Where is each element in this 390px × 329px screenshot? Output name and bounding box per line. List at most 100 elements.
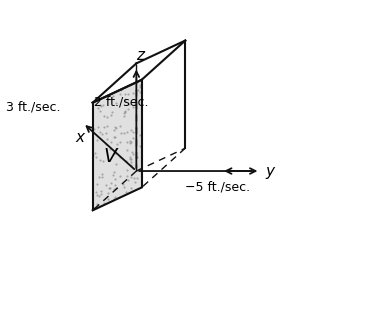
Point bbox=[121, 110, 127, 115]
Point bbox=[112, 176, 118, 181]
Point bbox=[131, 179, 138, 184]
Point bbox=[96, 105, 102, 111]
Point bbox=[97, 130, 103, 135]
Point bbox=[137, 89, 143, 94]
Point bbox=[113, 185, 119, 190]
Point bbox=[99, 172, 106, 177]
Point bbox=[110, 172, 116, 178]
Point bbox=[105, 190, 111, 196]
Point bbox=[112, 195, 118, 200]
Point bbox=[97, 157, 103, 162]
Point bbox=[125, 177, 131, 182]
Point bbox=[124, 167, 130, 172]
Point bbox=[108, 110, 115, 115]
Point bbox=[93, 154, 99, 160]
Point bbox=[105, 196, 111, 202]
Point bbox=[128, 185, 134, 190]
Text: 3 ft./sec.: 3 ft./sec. bbox=[6, 100, 60, 113]
Point bbox=[128, 159, 134, 164]
Point bbox=[130, 152, 136, 157]
Point bbox=[98, 191, 104, 196]
Point bbox=[137, 85, 144, 90]
Point bbox=[117, 155, 123, 160]
Point bbox=[134, 155, 140, 160]
Point bbox=[117, 92, 123, 97]
Point bbox=[108, 181, 114, 186]
Point bbox=[117, 124, 123, 129]
Point bbox=[137, 132, 144, 138]
Point bbox=[128, 156, 134, 162]
Text: x: x bbox=[75, 130, 84, 144]
Text: z: z bbox=[136, 48, 144, 63]
Point bbox=[107, 147, 113, 152]
Point bbox=[118, 130, 124, 136]
Point bbox=[122, 92, 128, 97]
Point bbox=[94, 201, 101, 206]
Point bbox=[104, 114, 110, 119]
Point bbox=[94, 192, 100, 198]
Point bbox=[133, 126, 140, 131]
Point bbox=[111, 186, 117, 191]
Point bbox=[101, 200, 107, 205]
Point bbox=[128, 162, 134, 167]
Point bbox=[110, 94, 116, 99]
Point bbox=[124, 174, 130, 179]
Point bbox=[111, 196, 117, 201]
Point bbox=[122, 96, 129, 102]
Point bbox=[122, 110, 129, 115]
Point bbox=[123, 190, 129, 195]
Point bbox=[112, 150, 118, 156]
Point bbox=[134, 176, 140, 181]
Polygon shape bbox=[93, 80, 142, 210]
Point bbox=[99, 174, 105, 180]
Point bbox=[96, 174, 102, 180]
Point bbox=[128, 127, 134, 132]
Point bbox=[117, 139, 124, 144]
Point bbox=[127, 140, 133, 145]
Point bbox=[128, 174, 134, 179]
Point bbox=[112, 124, 119, 129]
Point bbox=[100, 102, 106, 107]
Point bbox=[103, 182, 110, 187]
Point bbox=[101, 124, 107, 130]
Text: −5 ft./sec.: −5 ft./sec. bbox=[185, 181, 250, 194]
Point bbox=[106, 185, 112, 190]
Point bbox=[125, 107, 131, 112]
Point bbox=[130, 129, 136, 134]
Point bbox=[105, 124, 111, 129]
Point bbox=[96, 194, 102, 199]
Point bbox=[129, 149, 135, 155]
Point bbox=[111, 134, 117, 139]
Point bbox=[104, 137, 110, 142]
Point bbox=[114, 142, 121, 147]
Point bbox=[91, 127, 98, 132]
Point bbox=[113, 101, 119, 106]
Point bbox=[131, 102, 138, 107]
Point bbox=[122, 98, 128, 104]
Point bbox=[94, 181, 100, 186]
Point bbox=[130, 105, 136, 110]
Point bbox=[103, 130, 109, 136]
Point bbox=[107, 185, 113, 190]
Point bbox=[90, 152, 96, 157]
Point bbox=[113, 126, 119, 131]
Point bbox=[98, 189, 104, 194]
Point bbox=[131, 175, 138, 180]
Point bbox=[94, 137, 101, 142]
Point bbox=[125, 92, 131, 97]
Point bbox=[135, 87, 141, 92]
Point bbox=[96, 109, 103, 114]
Point bbox=[127, 156, 133, 162]
Point bbox=[112, 182, 118, 188]
Point bbox=[99, 158, 106, 163]
Point bbox=[111, 169, 117, 175]
Point bbox=[117, 174, 123, 179]
Point bbox=[101, 113, 107, 118]
Point bbox=[103, 142, 109, 147]
Point bbox=[137, 83, 143, 88]
Point bbox=[124, 139, 130, 144]
Text: 2 ft./sec.: 2 ft./sec. bbox=[94, 95, 149, 109]
Point bbox=[112, 161, 119, 166]
Point bbox=[136, 143, 143, 148]
Point bbox=[91, 206, 97, 211]
